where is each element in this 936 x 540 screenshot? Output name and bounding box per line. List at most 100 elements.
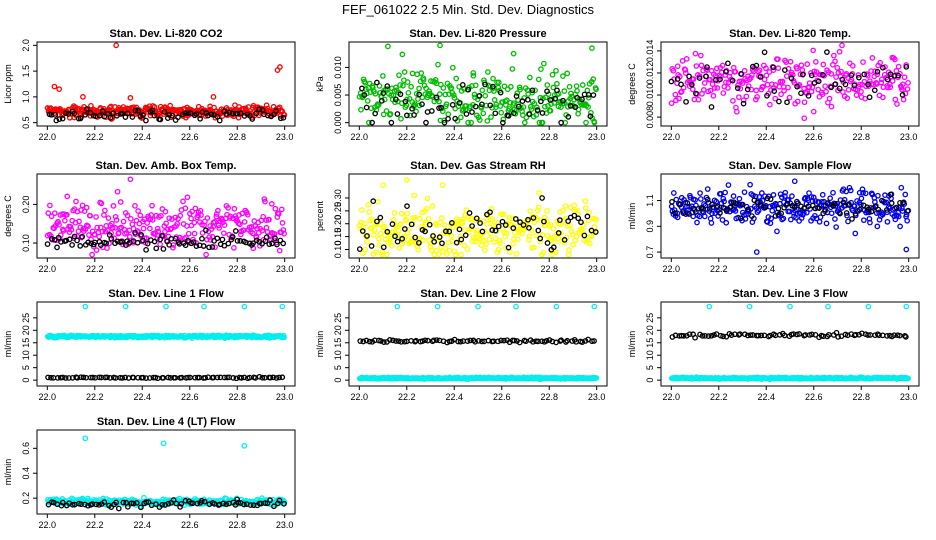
data-point xyxy=(260,213,267,220)
data-point xyxy=(539,110,546,116)
data-point xyxy=(104,227,111,234)
data-point xyxy=(268,201,275,207)
data-point xyxy=(368,225,375,232)
outlier-point xyxy=(434,303,441,310)
data-point xyxy=(692,209,699,215)
y-axis-label: ml/min xyxy=(3,459,13,486)
data-point xyxy=(756,194,763,200)
data-point xyxy=(430,233,436,239)
data-point xyxy=(674,76,681,82)
data-point xyxy=(895,63,902,70)
data-point xyxy=(733,108,740,115)
data-point xyxy=(750,192,756,199)
data-point xyxy=(188,215,194,222)
data-point xyxy=(412,101,418,107)
x-tick-label: 22.6 xyxy=(493,392,511,402)
data-point xyxy=(844,95,851,102)
data-point xyxy=(693,90,699,97)
data-point xyxy=(177,504,183,510)
data-point xyxy=(279,220,286,226)
data-point xyxy=(433,337,440,343)
data-point xyxy=(404,210,411,217)
data-point xyxy=(730,193,737,199)
data-point xyxy=(517,86,523,93)
data-point xyxy=(392,99,398,106)
data-point xyxy=(259,374,266,381)
y-tick-label: 20 xyxy=(645,325,655,335)
outlier-point xyxy=(437,42,443,49)
data-point xyxy=(216,117,223,124)
data-point xyxy=(112,213,119,220)
data-point xyxy=(147,225,153,232)
data-point xyxy=(837,210,843,217)
x-tick-label: 22.6 xyxy=(181,132,199,142)
data-point xyxy=(107,114,114,121)
data-point xyxy=(166,111,173,118)
data-point xyxy=(560,207,567,214)
data-point xyxy=(220,500,227,507)
data-point xyxy=(505,113,512,119)
data-point xyxy=(374,199,381,205)
data-point xyxy=(446,228,453,235)
data-point xyxy=(103,240,109,247)
data-point xyxy=(371,227,378,233)
data-point xyxy=(812,59,819,65)
data-point xyxy=(482,92,489,99)
data-point xyxy=(803,209,810,216)
data-point xyxy=(561,237,568,243)
data-point xyxy=(388,119,395,126)
panel-3: Stan. Dev. Amb. Box Temp. degrees C 22.0 22… xyxy=(3,160,296,274)
data-point xyxy=(778,194,785,201)
data-point xyxy=(262,198,268,205)
data-point xyxy=(536,190,542,196)
x-tick-label: 22.2 xyxy=(86,132,104,142)
x-tick-label: 22.6 xyxy=(805,264,823,274)
data-point xyxy=(76,218,82,225)
data-point xyxy=(223,501,230,508)
x-tick-label: 23.0 xyxy=(276,392,294,402)
data-point xyxy=(359,85,365,92)
data-point xyxy=(119,238,125,245)
data-point xyxy=(755,207,762,214)
data-point xyxy=(668,100,675,107)
data-point xyxy=(59,499,66,506)
series-secondary xyxy=(46,106,287,124)
data-point xyxy=(717,210,723,216)
data-point xyxy=(366,209,373,216)
data-point xyxy=(416,85,422,92)
data-point xyxy=(96,374,103,381)
data-point xyxy=(439,215,445,221)
data-point xyxy=(477,220,483,226)
y-tick-label: 0.014 xyxy=(645,40,655,63)
data-point xyxy=(557,217,563,224)
data-point xyxy=(48,374,54,381)
data-point xyxy=(876,332,882,339)
data-point xyxy=(235,499,242,506)
data-point xyxy=(513,250,520,257)
data-point xyxy=(198,212,204,218)
data-point xyxy=(674,63,681,70)
data-point xyxy=(747,181,753,188)
data-point xyxy=(871,87,878,94)
data-point xyxy=(105,110,111,117)
y-tick-label: 10 xyxy=(645,350,655,360)
data-point xyxy=(158,212,164,219)
outlier-point xyxy=(753,249,760,255)
panel-4: Stan. Dev. Gas Stream RH percent 22.0 22.2 2… xyxy=(315,160,608,274)
data-point xyxy=(550,244,557,251)
data-point xyxy=(501,83,508,90)
data-point xyxy=(166,241,173,248)
data-point xyxy=(281,111,288,118)
data-point xyxy=(202,374,209,381)
panel-2: Stan. Dev. Li-820 Temp. degrees C 22.0 22.2… xyxy=(627,28,920,142)
data-point xyxy=(377,214,384,221)
data-point xyxy=(87,212,94,219)
data-point xyxy=(486,236,493,243)
y-axis-label: kPa xyxy=(315,76,325,92)
x-tick-label: 22.8 xyxy=(540,264,558,274)
series-primary xyxy=(356,42,599,126)
data-point xyxy=(698,62,705,69)
data-point xyxy=(374,79,380,86)
x-tick-label: 22.4 xyxy=(133,132,151,142)
data-point xyxy=(704,186,711,192)
